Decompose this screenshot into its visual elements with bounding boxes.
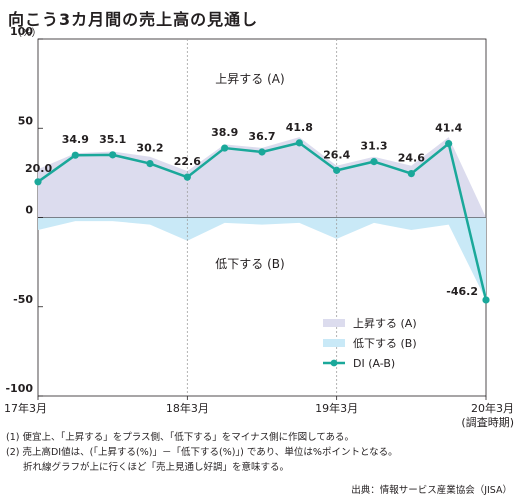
- di-point-2: [109, 151, 117, 159]
- di-label-6: 36.7: [248, 130, 275, 143]
- area-up: [38, 137, 486, 218]
- x-tick-label-0: 17年3月: [4, 401, 47, 415]
- di-point-8: [333, 166, 341, 174]
- x-tick-label-1: 18年3月: [166, 401, 209, 415]
- di-label-12: -46.2: [446, 285, 478, 298]
- di-label-1: 34.9: [62, 133, 89, 146]
- di-label-7: 41.8: [286, 121, 313, 134]
- di-point-6: [258, 148, 266, 156]
- legend-swatch-0: [323, 319, 345, 327]
- di-label-0: 20.0: [25, 162, 52, 175]
- di-point-7: [295, 139, 303, 147]
- y-tick-label-2: 0: [25, 204, 33, 217]
- y-tick-label-3: -50: [13, 293, 33, 306]
- di-label-9: 31.3: [360, 140, 387, 153]
- di-point-3: [146, 159, 154, 168]
- x-tick-label-3: 20年3月: [471, 401, 514, 415]
- region-label-up: 上昇する (A): [215, 72, 284, 86]
- di-point-9: [370, 158, 378, 166]
- legend-swatch-dot-2: [330, 359, 338, 367]
- di-label-5: 38.9: [211, 126, 238, 139]
- di-label-11: 41.4: [435, 122, 462, 135]
- note-3: 折れ線グラフが上に行くほど「売上見通し好調」を意味する。: [23, 462, 290, 473]
- y-tick-label-0: 100: [10, 25, 33, 38]
- di-point-1: [71, 151, 79, 159]
- legend-label-1: 低下する (B): [353, 337, 417, 350]
- di-label-3: 30.2: [136, 142, 163, 155]
- di-label-2: 35.1: [99, 133, 126, 146]
- di-point-12: [482, 296, 490, 304]
- source-credit: 出典：情報サービス産業協会（JISA）: [351, 485, 512, 496]
- x-tick-label-2: 19年3月: [315, 401, 358, 415]
- legend-swatch-1: [323, 339, 345, 347]
- di-point-11: [445, 140, 453, 148]
- di-label-4: 22.6: [174, 155, 201, 168]
- di-point-10: [407, 169, 415, 178]
- y-axis-unit: （%）: [12, 28, 42, 39]
- chart-title: 向こう3カ月間の売上高の見通し: [8, 10, 259, 29]
- chart-notes: (1) 便宜上、「上昇する」をプラス側、「低下する」をマイナス側に作図してある。…: [6, 430, 398, 475]
- y-tick-label-1: 50: [18, 114, 34, 127]
- note-2: (2) 売上高DI値は、(「上昇する(%)」－「低下する(%)」) であり、単位…: [6, 447, 398, 458]
- di-point-4: [183, 173, 191, 181]
- di-label-10: 24.6: [398, 152, 425, 165]
- y-tick-label-4: -100: [5, 382, 33, 395]
- di-point-5: [221, 144, 229, 152]
- legend-label-0: 上昇する (A): [353, 317, 417, 330]
- x-axis-sub-label: (調査時期): [461, 415, 514, 429]
- legend-label-2: DI (A-B): [353, 357, 395, 370]
- note-1: (1) 便宜上、「上昇する」をプラス側、「低下する」をマイナス側に作図してある。: [6, 432, 355, 443]
- di-point-0: [34, 178, 42, 186]
- region-label-down: 低下する (B): [215, 257, 284, 271]
- di-label-8: 26.4: [323, 148, 350, 161]
